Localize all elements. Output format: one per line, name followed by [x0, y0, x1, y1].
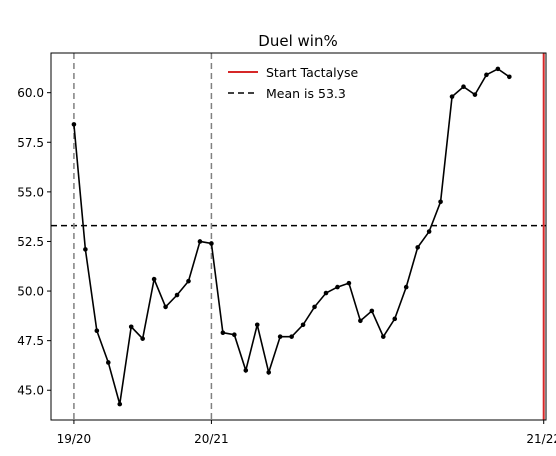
data-point	[346, 280, 352, 286]
data-point	[277, 334, 283, 339]
data-point	[83, 247, 88, 252]
data-point	[426, 229, 432, 234]
data-point	[174, 292, 180, 298]
data-point	[415, 245, 420, 250]
data-point	[461, 84, 466, 90]
data-point	[380, 334, 386, 339]
data-point	[495, 66, 501, 72]
data-point	[117, 401, 123, 407]
legend-label-start-tactalyse: Start Tactalyse	[266, 65, 359, 80]
data-point	[403, 284, 409, 290]
series-layer	[71, 66, 512, 407]
reference-lines	[51, 53, 546, 420]
x-tick-label: 20/21	[194, 432, 229, 446]
y-tick-label: 60.0	[17, 86, 44, 100]
data-point	[358, 318, 363, 324]
y-axis: 45.0 47.5 50.0 52.5 55.0 57.5 60.0	[17, 86, 51, 398]
data-point	[163, 304, 168, 310]
data-point	[128, 324, 134, 330]
data-point	[300, 322, 306, 328]
plot-frame	[50, 52, 547, 421]
x-tick-label: 21/22	[526, 432, 556, 446]
data-point	[289, 334, 294, 339]
data-point	[449, 94, 455, 99]
chart-title: Duel win%	[258, 32, 337, 50]
data-point	[232, 332, 237, 338]
data-point	[94, 328, 100, 334]
data-point	[472, 92, 478, 97]
data-point	[392, 316, 398, 322]
data-point	[71, 122, 77, 127]
y-tick-label: 57.5	[17, 136, 44, 150]
data-point	[266, 370, 272, 375]
legend-frame	[218, 60, 368, 104]
data-point	[151, 276, 157, 282]
data-point	[254, 322, 260, 328]
y-tick-label: 47.5	[17, 334, 44, 348]
series-line-0	[73, 67, 510, 405]
y-tick-label: 52.5	[17, 235, 44, 249]
x-axis: 19/20 20/21 21/22	[57, 420, 556, 446]
data-point	[105, 360, 111, 365]
data-point	[209, 241, 214, 246]
data-point	[369, 308, 375, 314]
legend: Start Tactalyse Mean is 53.3	[218, 60, 368, 104]
data-point	[197, 239, 203, 244]
y-tick-label: 55.0	[17, 185, 44, 199]
data-point	[438, 199, 443, 205]
data-point	[243, 368, 249, 373]
data-point	[220, 330, 226, 336]
y-tick-label: 50.0	[17, 285, 44, 299]
data-point	[186, 278, 191, 284]
data-point	[335, 284, 340, 290]
x-tick-label: 19/20	[57, 432, 92, 446]
data-point	[507, 74, 512, 80]
data-point	[140, 336, 145, 341]
legend-label-mean: Mean is 53.3	[266, 86, 346, 101]
data-point	[484, 72, 489, 78]
data-point	[323, 290, 329, 296]
y-tick-label: 45.0	[17, 384, 44, 398]
data-point	[312, 304, 317, 310]
